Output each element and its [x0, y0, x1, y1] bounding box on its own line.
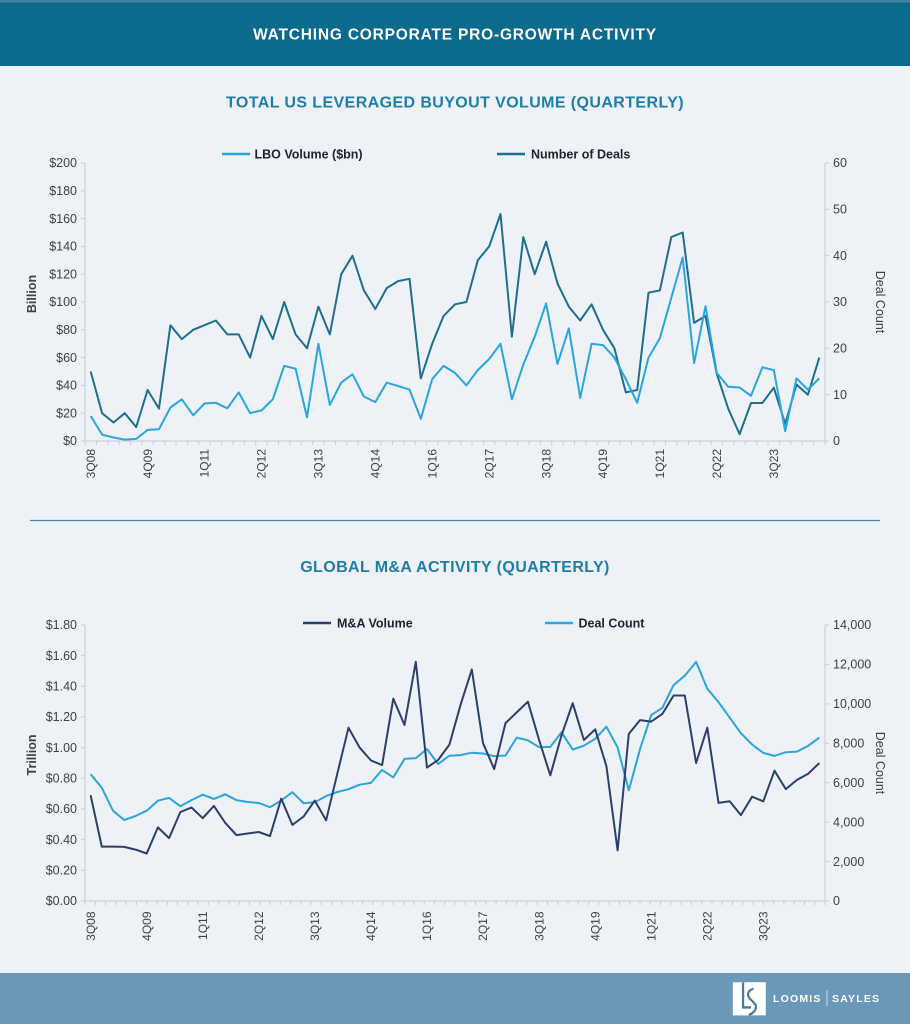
- svg-text:2Q12: 2Q12: [255, 449, 269, 479]
- svg-text:30: 30: [833, 295, 847, 309]
- svg-text:Trillion: Trillion: [25, 735, 39, 776]
- svg-text:$1.20: $1.20: [46, 710, 77, 724]
- svg-text:$140: $140: [49, 240, 77, 254]
- svg-text:3Q23: 3Q23: [757, 911, 771, 941]
- svg-text:4Q14: 4Q14: [364, 911, 378, 941]
- svg-text:3Q13: 3Q13: [312, 449, 326, 479]
- svg-text:$120: $120: [49, 267, 77, 281]
- svg-text:4Q14: 4Q14: [369, 449, 383, 479]
- svg-text:Deal Count: Deal Count: [873, 271, 887, 334]
- svg-text:4,000: 4,000: [833, 815, 864, 829]
- svg-text:1Q11: 1Q11: [196, 911, 210, 940]
- svg-text:20: 20: [833, 342, 847, 356]
- svg-text:$180: $180: [49, 184, 77, 198]
- svg-text:2Q22: 2Q22: [710, 449, 724, 479]
- svg-text:3Q18: 3Q18: [539, 449, 553, 479]
- svg-text:4Q09: 4Q09: [140, 911, 154, 941]
- svg-text:LBO Volume ($bn): LBO Volume ($bn): [255, 148, 363, 162]
- svg-text:4Q19: 4Q19: [596, 449, 610, 479]
- svg-text:$200: $200: [49, 156, 77, 170]
- svg-text:0: 0: [833, 434, 840, 448]
- svg-text:Deal Count: Deal Count: [873, 732, 887, 795]
- svg-text:$1.80: $1.80: [46, 618, 77, 632]
- svg-text:1Q16: 1Q16: [425, 449, 439, 479]
- svg-text:$0: $0: [63, 434, 77, 448]
- svg-text:$1.60: $1.60: [46, 649, 77, 663]
- svg-text:1Q11: 1Q11: [198, 449, 212, 478]
- svg-text:TOTAL US LEVERAGED BUYOUT VOLU: TOTAL US LEVERAGED BUYOUT VOLUME (QUARTE…: [226, 95, 684, 112]
- svg-text:3Q18: 3Q18: [532, 911, 546, 941]
- svg-text:2Q22: 2Q22: [701, 911, 715, 941]
- svg-text:$100: $100: [49, 295, 77, 309]
- svg-text:$20: $20: [56, 406, 77, 420]
- svg-text:$0.60: $0.60: [46, 802, 77, 816]
- svg-text:2,000: 2,000: [833, 855, 864, 869]
- svg-text:$40: $40: [56, 379, 77, 393]
- svg-text:6,000: 6,000: [833, 776, 864, 790]
- svg-text:$1.40: $1.40: [46, 680, 77, 694]
- svg-text:40: 40: [833, 249, 847, 263]
- svg-text:3Q13: 3Q13: [308, 911, 322, 941]
- svg-text:4Q09: 4Q09: [141, 449, 155, 479]
- svg-text:1Q16: 1Q16: [420, 911, 434, 941]
- svg-text:GLOBAL M&A ACTIVITY (QUARTERLY: GLOBAL M&A ACTIVITY (QUARTERLY): [300, 559, 610, 576]
- svg-text:$80: $80: [56, 323, 77, 337]
- svg-text:1Q21: 1Q21: [653, 449, 667, 479]
- svg-text:Number of Deals: Number of Deals: [531, 148, 630, 162]
- svg-text:10: 10: [833, 388, 847, 402]
- svg-text:LOOMIS: LOOMIS: [773, 993, 822, 1005]
- svg-text:3Q23: 3Q23: [767, 449, 781, 479]
- svg-text:M&A Volume: M&A Volume: [337, 617, 413, 631]
- svg-text:3Q08: 3Q08: [84, 911, 98, 941]
- svg-text:50: 50: [833, 203, 847, 217]
- svg-text:1Q21: 1Q21: [644, 911, 658, 941]
- svg-text:10,000: 10,000: [833, 697, 871, 711]
- svg-text:8,000: 8,000: [833, 737, 864, 751]
- svg-text:$0.00: $0.00: [46, 894, 77, 908]
- svg-text:$1.00: $1.00: [46, 741, 77, 755]
- svg-text:2Q17: 2Q17: [482, 449, 496, 479]
- svg-text:14,000: 14,000: [833, 618, 871, 632]
- svg-text:0: 0: [833, 894, 840, 908]
- svg-text:2Q12: 2Q12: [252, 911, 266, 941]
- svg-text:3Q08: 3Q08: [84, 449, 98, 479]
- svg-text:60: 60: [833, 156, 847, 170]
- svg-text:Deal Count: Deal Count: [579, 617, 646, 631]
- svg-text:12,000: 12,000: [833, 658, 871, 672]
- svg-text:$60: $60: [56, 351, 77, 365]
- svg-text:$160: $160: [49, 212, 77, 226]
- svg-text:2Q17: 2Q17: [476, 911, 490, 941]
- svg-text:WATCHING CORPORATE PRO-GROWTH: WATCHING CORPORATE PRO-GROWTH ACTIVITY: [253, 27, 657, 44]
- svg-text:Billion: Billion: [25, 275, 39, 313]
- svg-text:4Q19: 4Q19: [588, 911, 602, 941]
- svg-text:$0.80: $0.80: [46, 772, 77, 786]
- svg-text:SAYLES: SAYLES: [832, 993, 880, 1005]
- svg-text:$0.40: $0.40: [46, 833, 77, 847]
- svg-text:$0.20: $0.20: [46, 864, 77, 878]
